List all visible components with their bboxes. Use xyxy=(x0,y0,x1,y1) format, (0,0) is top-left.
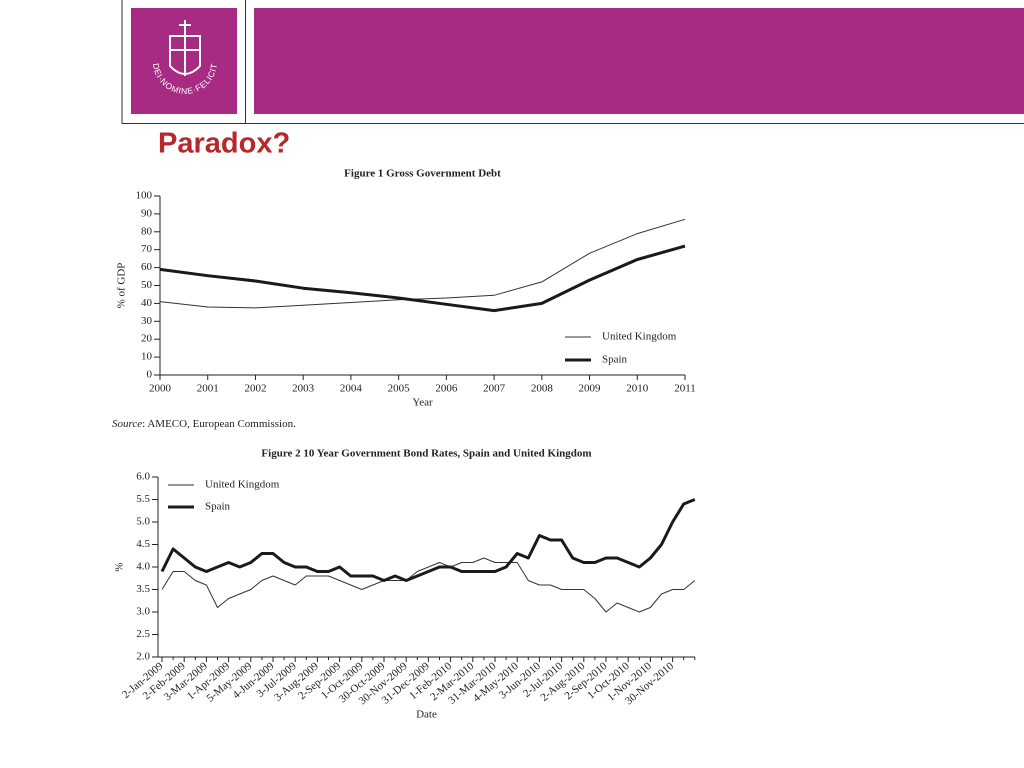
y-tick-label: 2.0 xyxy=(136,651,150,663)
y-tick-label: 3.5 xyxy=(136,583,150,595)
y-tick-label: 40 xyxy=(141,297,153,309)
x-tick-label: 2008 xyxy=(531,383,554,395)
slide-title: Paradox? xyxy=(158,128,290,160)
legend-label: United Kingdom xyxy=(205,479,280,491)
y-tick-label: 4.5 xyxy=(136,538,150,550)
x-tick-label: 2007 xyxy=(483,383,506,395)
legend-label: United Kingdom xyxy=(602,331,677,343)
y-tick-label: 20 xyxy=(141,333,153,345)
y-tick-label: 50 xyxy=(141,279,153,291)
x-tick-label: 2011 xyxy=(674,383,696,395)
logo-shield xyxy=(169,20,201,76)
y-tick-label: 4.0 xyxy=(136,561,150,573)
series-line xyxy=(159,218,686,309)
y-axis-label: % xyxy=(114,562,126,571)
x-tick-label: 2006 xyxy=(435,383,458,395)
x-tick-label: 2003 xyxy=(292,383,315,395)
x-tick-label: 2000 xyxy=(149,383,172,395)
y-tick-label: 5.0 xyxy=(136,516,150,528)
legend-label: Spain xyxy=(602,354,628,366)
y-tick-label: 70 xyxy=(141,243,153,255)
source-label: Source xyxy=(112,418,142,430)
x-tick-label: 2009 xyxy=(579,383,602,395)
x-tick-label: 2005 xyxy=(388,383,411,395)
x-axis-label: Year xyxy=(412,397,433,409)
x-tick-label: 2004 xyxy=(340,383,363,395)
chart-title: Figure 2 10 Year Government Bond Rates, … xyxy=(261,448,591,460)
y-tick-label: 30 xyxy=(141,315,153,327)
y-axis-label: % of GDP xyxy=(116,263,128,309)
y-tick-label: 0 xyxy=(147,369,153,381)
y-tick-label: 10 xyxy=(141,351,153,363)
x-tick-label: 2001 xyxy=(197,383,219,395)
x-axis-label: Date xyxy=(416,709,437,721)
series-line xyxy=(159,244,686,313)
series-line xyxy=(160,498,696,582)
chart-title: Figure 1 Gross Government Debt xyxy=(344,168,501,180)
series-line xyxy=(161,557,696,613)
source: Source: AMECO, European Commission. xyxy=(112,418,296,430)
y-tick-label: 6.0 xyxy=(136,471,150,483)
y-tick-label: 2.5 xyxy=(136,628,150,640)
x-tick-label: 2010 xyxy=(626,383,649,395)
x-tick-label: 2002 xyxy=(244,383,266,395)
header-bar xyxy=(254,8,1024,114)
y-tick-label: 80 xyxy=(141,225,153,237)
y-tick-label: 5.5 xyxy=(136,493,150,505)
y-tick-label: 3.0 xyxy=(136,606,150,618)
y-tick-label: 90 xyxy=(141,207,153,219)
legend-label: Spain xyxy=(205,501,231,513)
source-text: : AMECO, European Commission. xyxy=(142,418,296,430)
y-tick-label: 100 xyxy=(136,190,153,202)
y-tick-label: 60 xyxy=(141,261,153,273)
